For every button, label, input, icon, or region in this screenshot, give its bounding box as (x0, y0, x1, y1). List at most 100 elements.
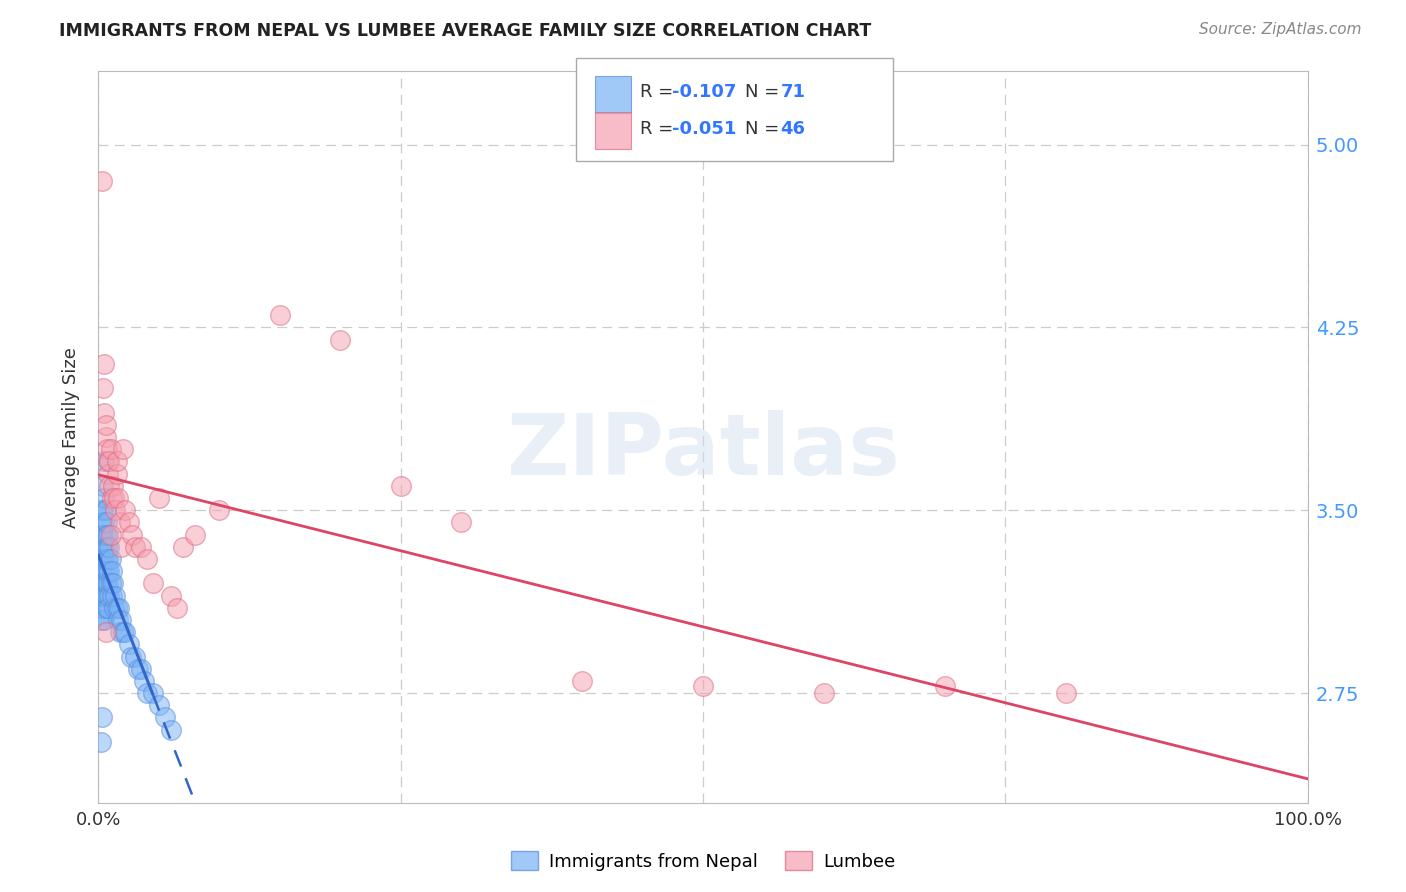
Point (269, 308, 291, 322)
Point (110, 613, 132, 627)
Point (96, 516, 118, 530)
Point (124, 540, 146, 554)
Point (91, 589, 114, 603)
Point (96, 564, 118, 578)
Point (91, 527, 114, 541)
Point (97, 600, 120, 615)
Point (118, 516, 141, 530)
Point (97, 454, 120, 468)
Point (105, 600, 128, 615)
Point (129, 662, 152, 676)
Point (105, 467, 128, 481)
Point (105, 454, 128, 468)
Point (97, 467, 120, 481)
Y-axis label: Average Family Size: Average Family Size (62, 347, 80, 527)
Point (89, 600, 111, 615)
Point (104, 503, 127, 517)
Point (114, 625, 136, 640)
Point (160, 723, 183, 737)
Point (108, 516, 131, 530)
Point (98, 479, 121, 493)
Point (90, 735, 112, 749)
Text: R =: R = (640, 83, 679, 101)
Point (124, 649, 146, 664)
Point (100, 527, 122, 541)
Point (101, 576, 124, 591)
Point (692, 679, 714, 693)
Point (91, 174, 114, 188)
Point (97, 527, 120, 541)
Point (120, 649, 142, 664)
Point (100, 491, 122, 505)
Point (90, 527, 112, 541)
Point (107, 491, 129, 505)
Point (142, 576, 165, 591)
Text: 46: 46 (780, 120, 806, 138)
Point (93, 454, 115, 468)
Point (90, 613, 112, 627)
Text: -0.051: -0.051 (672, 120, 737, 138)
Point (184, 527, 207, 541)
Point (329, 333, 352, 347)
Point (94, 503, 117, 517)
Point (93, 406, 115, 420)
Point (91, 576, 114, 591)
Point (108, 625, 131, 640)
Text: IMMIGRANTS FROM NEPAL VS LUMBEE AVERAGE FAMILY SIZE CORRELATION CHART: IMMIGRANTS FROM NEPAL VS LUMBEE AVERAGE … (59, 22, 872, 40)
Point (98, 589, 121, 603)
Point (93, 613, 115, 627)
Point (98, 454, 121, 468)
Point (129, 540, 152, 554)
Point (127, 662, 149, 676)
Point (91, 381, 114, 395)
Point (97, 576, 120, 591)
Text: N =: N = (745, 120, 785, 138)
Point (103, 600, 125, 615)
Point (89, 576, 111, 591)
Point (94, 576, 117, 591)
Point (111, 625, 134, 640)
Point (93, 564, 115, 578)
Point (97, 552, 120, 566)
Point (134, 673, 156, 688)
Point (90, 564, 112, 578)
Point (121, 527, 143, 541)
Point (93, 516, 115, 530)
Point (91, 516, 114, 530)
Point (208, 503, 231, 517)
Point (91, 503, 114, 517)
Point (166, 600, 188, 615)
Point (100, 564, 122, 578)
Point (107, 613, 129, 627)
Point (93, 491, 115, 505)
Point (135, 686, 157, 700)
Point (148, 698, 170, 713)
Point (100, 589, 122, 603)
Point (135, 552, 157, 566)
Point (96, 589, 118, 603)
Point (91, 613, 114, 627)
Point (91, 552, 114, 566)
Point (100, 576, 122, 591)
Point (96, 442, 118, 457)
Point (98, 564, 121, 578)
Text: R =: R = (640, 120, 679, 138)
Point (450, 516, 472, 530)
Point (108, 600, 131, 615)
Legend: Immigrants from Nepal, Lumbee: Immigrants from Nepal, Lumbee (503, 844, 903, 878)
Point (114, 503, 136, 517)
Point (934, 679, 956, 693)
Text: Source: ZipAtlas.com: Source: ZipAtlas.com (1198, 22, 1361, 37)
Point (91, 710, 114, 724)
Point (813, 686, 835, 700)
Point (94, 625, 117, 640)
Text: -0.107: -0.107 (672, 83, 737, 101)
Text: ZIPatlas: ZIPatlas (506, 410, 900, 493)
Point (94, 600, 117, 615)
Point (1054, 686, 1077, 700)
Point (172, 540, 194, 554)
Point (100, 552, 122, 566)
Point (91, 527, 114, 541)
Point (103, 491, 125, 505)
Point (91, 540, 114, 554)
